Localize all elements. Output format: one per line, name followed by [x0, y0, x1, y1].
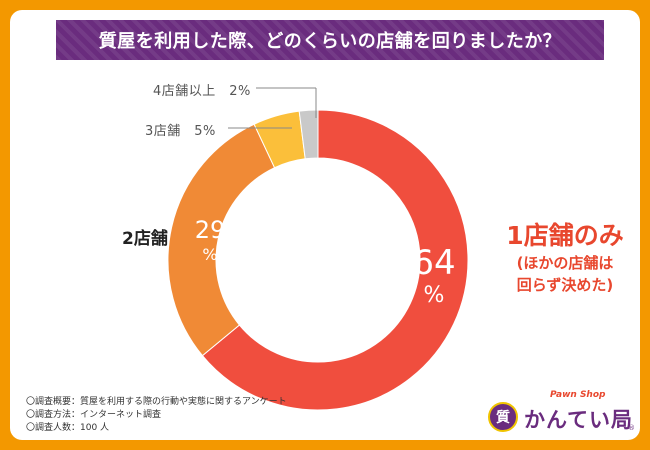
label-1-store: 1店舗のみ (ほかの店舗は 回らず決めた) [480, 220, 640, 296]
label-1-store-sub1: (ほかの店舗は [516, 254, 614, 272]
note-overview: 〇調査概要：質屋を利用する際の行動や実態に関するアンケート [26, 397, 287, 407]
value-label-29-pct: % [202, 245, 217, 264]
label-4-stores: 4店舗以上 2% [153, 84, 251, 99]
value-label-64-pct: % [424, 283, 445, 308]
note-method: 〇調査方法：インターネット調査 [26, 410, 162, 420]
survey-notes: 〇調査概要：質屋を利用する際の行動や実態に関するアンケート 〇調査方法：インター… [26, 396, 287, 435]
chart-title: 質屋を利用した際、どのくらいの店舗を回りましたか？ [56, 20, 604, 60]
label-2-stores: 2店舗 [122, 229, 168, 249]
label-1-store-title: 1店舗のみ [506, 221, 624, 250]
label-1-store-sub2: 回らず決めた) [516, 276, 614, 294]
value-label-29-num: 29 [195, 216, 226, 244]
slice-4-stores [298, 109, 319, 160]
logo-tagline: Pawn Shop [550, 390, 606, 400]
card: 質屋を利用した際、どのくらいの店舗を回りましたか？ 64 % 29 % 4店舗以… [10, 10, 640, 440]
value-label-64-num: 64 [412, 243, 455, 283]
label-3-stores: 3店舗 5% [145, 124, 216, 139]
brand-logo: Pawn Shop 質 かんてい局 ® [480, 390, 640, 440]
donut-chart: 64 % 29 % [167, 87, 469, 411]
logo-name: かんてい局 [524, 408, 633, 432]
logo-badge-icon: 質 [488, 402, 518, 432]
logo-reg-mark: ® [628, 424, 635, 432]
slice-1-store [201, 109, 469, 411]
note-count: 〇調査人数：100 人 [26, 423, 110, 433]
